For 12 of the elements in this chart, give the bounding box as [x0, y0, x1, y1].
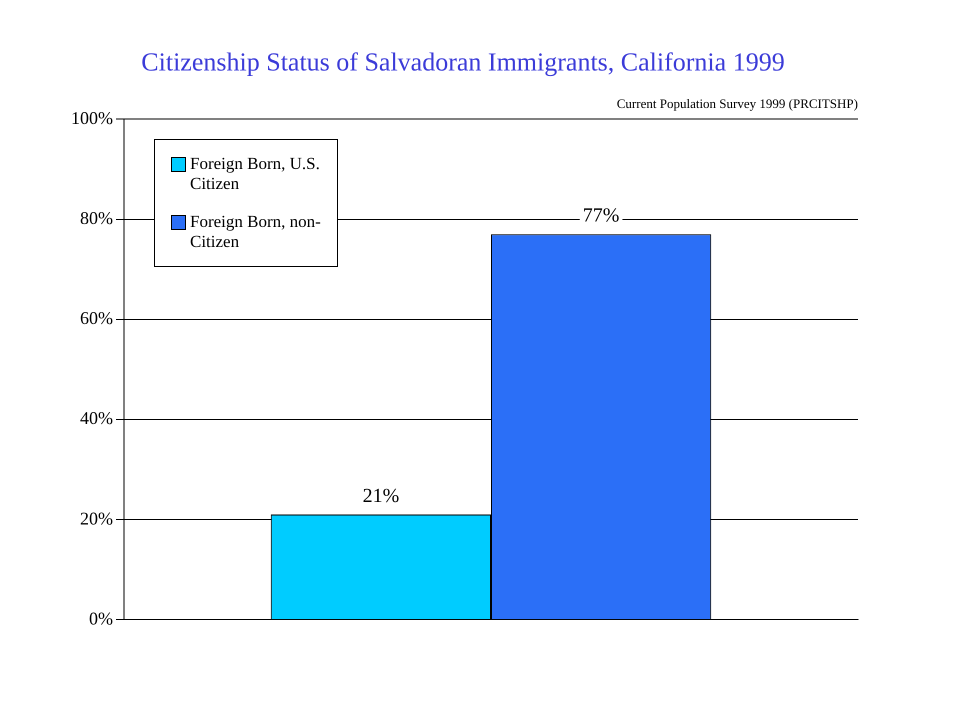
- data-label: 21%: [362, 484, 400, 507]
- y-tick-label: 60%: [80, 308, 113, 328]
- legend-label: Foreign Born, non-Citizen: [190, 212, 321, 252]
- y-tick-label: 80%: [80, 208, 113, 228]
- y-tick-label: 20%: [80, 508, 113, 528]
- y-tick-label: 100%: [70, 108, 113, 128]
- y-tick-label: 0%: [88, 608, 113, 628]
- data-label: 77%: [582, 204, 620, 227]
- y-tick-label: 40%: [80, 408, 113, 428]
- legend-label: Foreign Born, U.S. Citizen: [190, 154, 321, 194]
- text: Current Population Survey 1999 (PRCITSHP): [616, 96, 858, 112]
- chart-title: Citizenship Status of Salvadoran Immigrants, California 1999: [141, 47, 785, 76]
